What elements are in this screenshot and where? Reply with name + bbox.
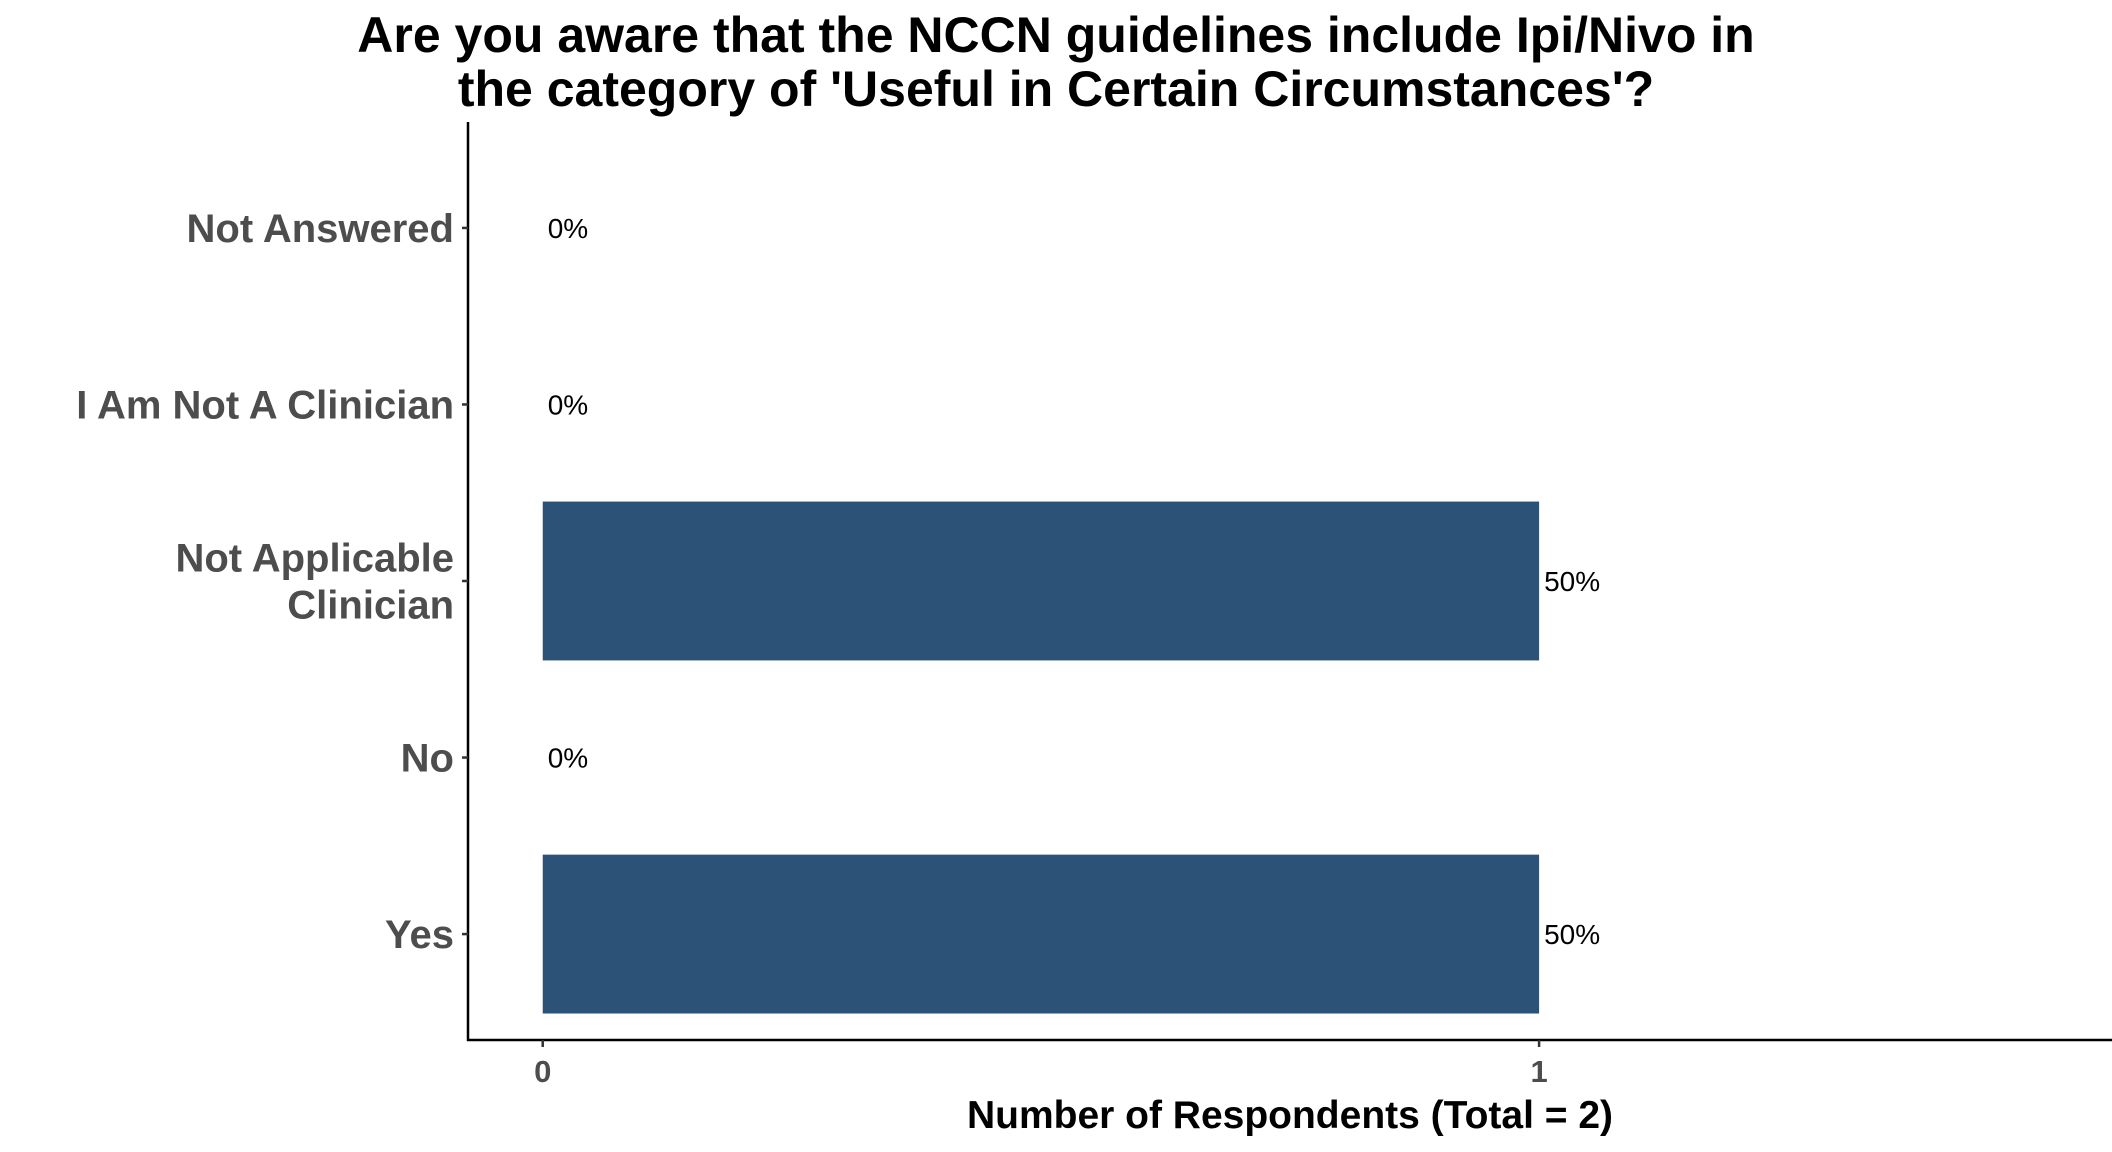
data-label: 50%	[1544, 566, 1600, 597]
y-axis: Yes No Not Applicable Clinician I Am Not A C…	[76, 122, 470, 1041]
data-label: 0%	[548, 213, 588, 244]
bar	[542, 501, 1540, 661]
x-tick-label: 1	[1530, 1054, 1547, 1089]
chart-title-line: Are you aware that the NCCN guidelines i…	[357, 7, 1754, 63]
chart-title: Are you aware that the NCCN guidelines i…	[357, 7, 1754, 117]
y-tick-label: Yes	[385, 913, 454, 957]
data-labels-group: 50% 0% 50% 0% 0%	[548, 213, 1600, 950]
chart-title-line: the category of 'Useful in Certain Circu…	[458, 61, 1654, 117]
data-label: 50%	[1544, 919, 1600, 950]
y-tick-label: Not Answered	[187, 207, 454, 251]
data-label: 0%	[548, 743, 588, 774]
x-axis-label: Number of Respondents (Total = 2)	[967, 1094, 1613, 1137]
data-label: 0%	[548, 389, 588, 420]
bars-group	[542, 501, 1540, 1014]
y-tick-label: No	[401, 737, 454, 781]
x-tick-label: 0	[534, 1054, 551, 1089]
bar	[542, 854, 1540, 1014]
y-tick-label: I Am Not A Clinician	[76, 383, 454, 427]
y-tick-label: Not Applicable Clinician	[175, 537, 454, 628]
